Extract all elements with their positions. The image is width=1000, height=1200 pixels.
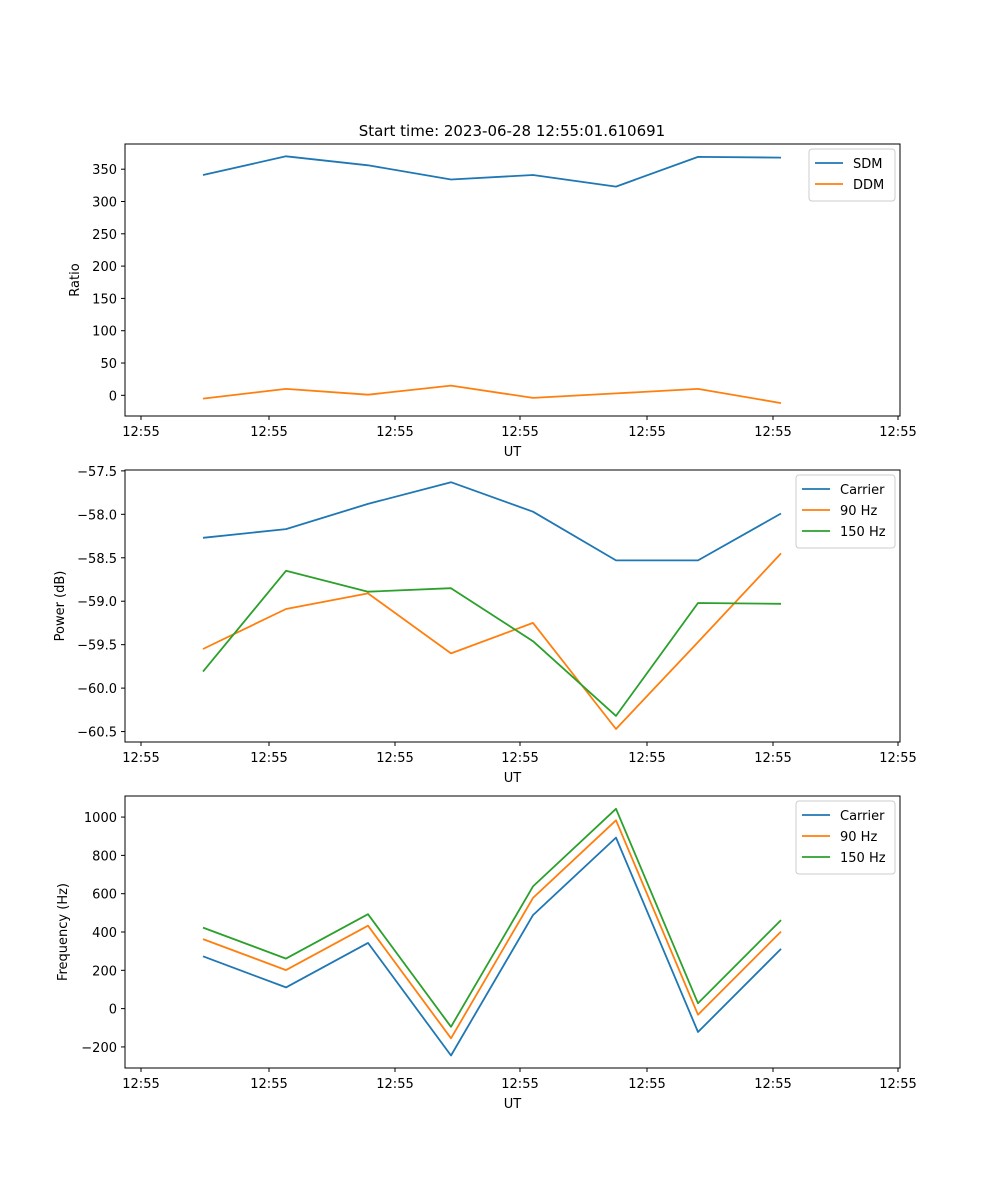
y-tick-label: 1000	[84, 811, 117, 826]
legend-box	[808, 148, 896, 202]
series-line-90-hz	[202, 819, 782, 1040]
y-tick-label: 200	[92, 260, 117, 275]
subplot-3: 12:55 12:55 12:55 12:55 12:55 12:55 12:55 −200 0…	[56, 795, 917, 1112]
y-tick-label: −58.0	[77, 508, 117, 523]
legend-box	[795, 474, 896, 549]
y-tick-label: −59.0	[77, 595, 117, 610]
figure-title: Start time: 2023-06-28 12:55:01.610691	[359, 122, 665, 140]
subplots: 12:55 12:55 12:55 12:55 12:55 12:55 12:55 0 50 10…	[53, 143, 917, 1112]
y-tick-label: 250	[92, 228, 117, 243]
y-tick-label: 0	[109, 1003, 117, 1018]
x-tick-label: 12:55	[628, 751, 665, 766]
plot-area-frame	[124, 469, 901, 743]
x-tick-label: 12:55	[250, 751, 287, 766]
y-tick-label: 0	[109, 389, 117, 404]
series-line-sdm	[202, 155, 782, 188]
y-tick-label: −59.5	[77, 639, 117, 654]
y-tick-label: 200	[92, 964, 117, 979]
legend-label: DDM	[853, 178, 884, 193]
legend-label: Carrier	[840, 809, 885, 824]
x-axis-label: UT	[504, 1097, 522, 1112]
y-tick-label: −60.5	[77, 726, 117, 741]
legend: SDM DDM	[808, 148, 896, 202]
x-tick-label: 12:55	[376, 751, 413, 766]
y-tick-label: 800	[92, 849, 117, 864]
legend-label: SDM	[853, 157, 882, 172]
x-axis-label: UT	[504, 445, 522, 460]
legend-label: 90 Hz	[840, 504, 877, 519]
y-tick-label: 100	[92, 325, 117, 340]
y-tick-label: −58.5	[77, 552, 117, 567]
subplot-2: 12:55 12:55 12:55 12:55 12:55 12:55 12:55 −60.5…	[53, 465, 917, 786]
y-tick-label: 400	[92, 926, 117, 941]
series-line-150-hz	[202, 569, 782, 717]
subplot-1: 12:55 12:55 12:55 12:55 12:55 12:55 12:55 0 50 10…	[68, 143, 917, 460]
y-tick-label: 300	[92, 196, 117, 211]
x-tick-label: 12:55	[879, 425, 916, 440]
plot-area-frame	[124, 143, 901, 417]
x-tick-label: 12:55	[628, 425, 665, 440]
legend-label: Carrier	[840, 483, 885, 498]
x-tick-label: 12:55	[754, 1077, 791, 1092]
y-tick-label: −200	[81, 1041, 117, 1056]
y-tick-label: 50	[100, 357, 117, 372]
y-tick-label: 150	[92, 292, 117, 307]
x-tick-label: 12:55	[501, 1077, 538, 1092]
x-tick-label: 12:55	[250, 425, 287, 440]
y-tick-label: 600	[92, 888, 117, 903]
legend-label: 150 Hz	[840, 851, 886, 866]
x-tick-label: 12:55	[376, 1077, 413, 1092]
x-tick-label: 12:55	[628, 1077, 665, 1092]
y-axis-label: Power (dB)	[53, 571, 68, 642]
x-tick-label: 12:55	[122, 1077, 159, 1092]
x-tick-label: 12:55	[754, 751, 791, 766]
x-tick-label: 12:55	[754, 425, 791, 440]
x-tick-label: 12:55	[122, 751, 159, 766]
x-tick-label: 12:55	[501, 425, 538, 440]
legend-label: 150 Hz	[840, 525, 886, 540]
series-line-carrier	[202, 481, 782, 562]
y-axis-label: Ratio	[68, 263, 83, 296]
x-axis-label: UT	[504, 771, 522, 786]
x-tick-label: 12:55	[250, 1077, 287, 1092]
legend-label: 90 Hz	[840, 830, 877, 845]
legend-box	[795, 800, 896, 875]
y-axis-label: Frequency (Hz)	[56, 883, 71, 981]
x-tick-label: 12:55	[879, 751, 916, 766]
series-line-ddm	[202, 384, 782, 404]
y-tick-label: −60.0	[77, 682, 117, 697]
x-tick-label: 12:55	[122, 425, 159, 440]
y-tick-label: −57.5	[77, 465, 117, 480]
legend: Carrier 90 Hz 150 Hz	[795, 474, 896, 549]
series-line-90-hz	[202, 552, 782, 730]
x-tick-label: 12:55	[501, 751, 538, 766]
y-tick-label: 350	[92, 163, 117, 178]
x-tick-label: 12:55	[376, 425, 413, 440]
x-tick-label: 12:55	[879, 1077, 916, 1092]
legend: Carrier 90 Hz 150 Hz	[795, 800, 896, 875]
series-line-150-hz	[202, 807, 782, 1028]
series-line-carrier	[202, 836, 782, 1057]
